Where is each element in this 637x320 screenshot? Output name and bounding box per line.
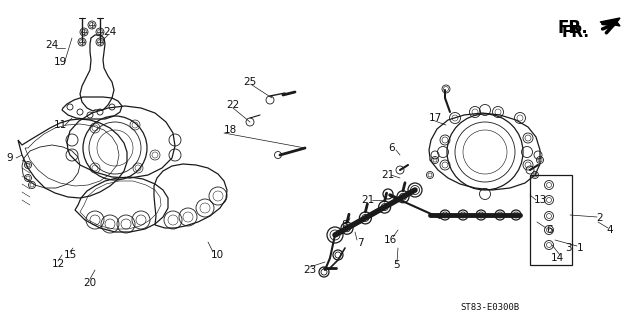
Text: 25: 25 [243,77,257,87]
Text: 22: 22 [226,100,240,110]
Text: FR.: FR. [557,19,588,37]
Text: FR.: FR. [562,25,590,39]
Text: 21: 21 [361,195,375,205]
Circle shape [440,210,450,220]
Circle shape [341,222,353,234]
Text: 9: 9 [6,153,13,163]
Text: 11: 11 [54,120,67,130]
Text: ST83-E0300B: ST83-E0300B [461,303,520,313]
Circle shape [378,201,390,213]
Text: 17: 17 [428,113,441,123]
Text: 24: 24 [45,40,59,50]
Polygon shape [600,18,620,26]
Text: 16: 16 [383,235,397,245]
Text: 21: 21 [382,170,395,180]
Text: 14: 14 [550,253,564,263]
Circle shape [476,210,486,220]
Text: 15: 15 [63,250,76,260]
Text: 19: 19 [54,57,67,67]
Text: 5: 5 [394,260,400,270]
Text: 13: 13 [533,195,547,205]
Circle shape [511,210,521,220]
Text: 20: 20 [83,278,97,288]
Bar [530,175,572,265]
Circle shape [495,210,505,220]
Text: 12: 12 [52,259,64,269]
Text: 6: 6 [547,225,554,235]
Text: 2: 2 [597,213,603,223]
Text: 24: 24 [103,27,117,37]
Circle shape [359,212,371,224]
Text: 18: 18 [224,125,236,135]
Text: 7: 7 [357,238,363,248]
Text: 23: 23 [303,265,317,275]
Text: 3: 3 [564,243,571,253]
Text: 6: 6 [389,143,396,153]
Circle shape [458,210,468,220]
Text: 8: 8 [341,220,348,230]
Text: 1: 1 [576,243,583,253]
Text: 10: 10 [210,250,224,260]
Circle shape [397,191,409,203]
Text: 4: 4 [606,225,613,235]
